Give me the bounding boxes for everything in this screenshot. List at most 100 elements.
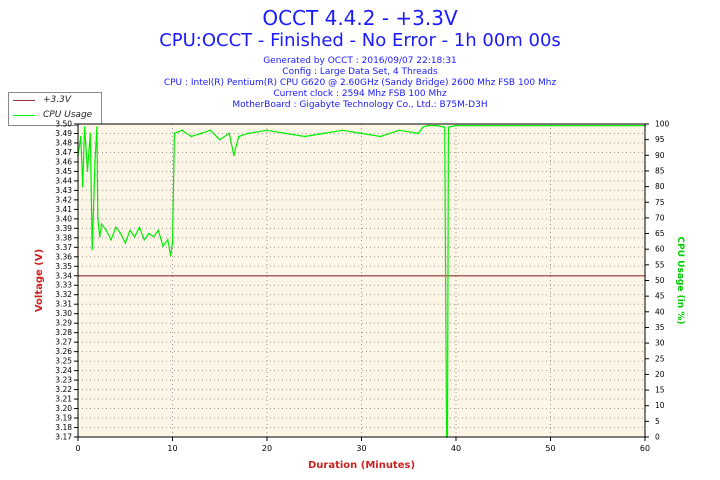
info-config: Config : Large Data Set, 4 Threads — [282, 67, 438, 77]
y-right-tick-label: 5 — [655, 417, 660, 426]
y-tick-label: 3.28 — [55, 328, 72, 337]
legend-label-voltage: +3.3V — [43, 95, 72, 105]
data-point — [596, 124, 599, 127]
data-point — [247, 132, 249, 135]
y-right-axis-label: CPU Usage (in %) — [675, 237, 685, 325]
data-point — [341, 129, 344, 132]
chart-title: OCCT 4.4.2 - +3.3V — [262, 6, 458, 30]
data-point — [455, 124, 457, 127]
x-tick-label: 20 — [262, 444, 272, 453]
y-tick-label: 3.48 — [55, 138, 72, 147]
y-tick-label: 3.19 — [55, 414, 72, 423]
data-point — [266, 129, 268, 132]
data-point — [568, 124, 571, 127]
legend-item-cpu: CPU Usage — [9, 108, 101, 123]
legend-swatch-cpu — [13, 115, 35, 116]
y-right-tick-label: 35 — [655, 323, 665, 332]
y-right-tick-label: 70 — [655, 213, 665, 222]
data-point — [474, 124, 476, 127]
data-point — [444, 279, 447, 282]
y-tick-label: 3.50 — [55, 120, 72, 129]
data-point — [124, 242, 127, 244]
data-point — [209, 129, 212, 132]
data-point — [97, 217, 99, 219]
data-point — [143, 239, 145, 241]
plot-frame — [77, 123, 646, 438]
y-tick-label: 3.18 — [55, 423, 72, 432]
y-tick-label: 3.31 — [55, 300, 72, 309]
y-right-tick-label: 45 — [655, 292, 665, 301]
legend-swatch-voltage — [13, 100, 35, 101]
x-tick-label: 0 — [75, 444, 80, 453]
data-point — [417, 132, 420, 135]
y-tick-label: 3.46 — [55, 157, 72, 166]
y-tick-label: 3.40 — [55, 214, 72, 223]
y-tick-label: 3.42 — [55, 195, 72, 204]
y-tick-label: 3.34 — [55, 271, 72, 280]
data-point — [157, 229, 160, 232]
y-tick-label: 3.21 — [55, 395, 72, 404]
y-right-tick-label: 50 — [655, 276, 665, 285]
info-generated: Generated by OCCT : 2016/09/07 22:18:31 — [263, 56, 457, 66]
y-tick-label: 3.45 — [55, 167, 72, 176]
data-point — [502, 124, 505, 127]
data-point — [91, 248, 93, 250]
data-point — [625, 124, 627, 127]
y-tick-label: 3.33 — [55, 281, 72, 290]
data-point — [110, 239, 112, 241]
data-point — [129, 229, 131, 232]
legend-label-cpu: CPU Usage — [43, 110, 93, 120]
data-point — [119, 232, 122, 235]
y-tick-label: 3.17 — [55, 433, 72, 442]
data-point — [96, 126, 98, 128]
y-right-tick-label: 25 — [655, 354, 665, 363]
legend-item-voltage: +3.3V — [9, 93, 101, 108]
y-axis-label: Voltage (V) — [34, 249, 45, 312]
data-point — [133, 235, 136, 238]
y-right-tick-label: 60 — [655, 245, 665, 254]
data-point — [162, 245, 164, 247]
data-point — [89, 132, 92, 135]
chart-legend: +3.3V CPU Usage — [8, 92, 102, 126]
data-point — [100, 223, 103, 225]
y-tick-label: 3.44 — [55, 176, 72, 185]
y-tick-label: 3.30 — [55, 309, 72, 318]
y-tick-label: 3.37 — [55, 243, 72, 252]
data-point — [379, 135, 382, 138]
y-tick-label: 3.38 — [55, 233, 72, 242]
data-point — [549, 124, 552, 127]
data-point — [200, 132, 202, 135]
data-point — [218, 138, 221, 141]
x-tick-label: 60 — [640, 444, 650, 453]
data-point — [190, 135, 193, 138]
x-tick-label: 30 — [356, 444, 366, 453]
y-right-tick-label: 75 — [655, 198, 665, 207]
y-right-tick-label: 0 — [655, 433, 660, 442]
data-point — [228, 132, 230, 135]
y-tick-label: 3.25 — [55, 357, 72, 366]
data-point — [138, 226, 141, 229]
data-point — [304, 135, 306, 138]
y-right-tick-label: 95 — [655, 135, 665, 144]
y-tick-label: 3.20 — [55, 404, 72, 413]
data-point — [166, 239, 169, 241]
data-point — [171, 242, 174, 244]
y-right-tick-label: 65 — [655, 229, 665, 238]
data-point — [80, 135, 82, 138]
data-point — [94, 160, 96, 163]
y-tick-label: 3.26 — [55, 347, 72, 356]
y-right-tick-label: 40 — [655, 307, 665, 316]
y-tick-label: 3.39 — [55, 224, 72, 233]
info-motherboard: MotherBoard : Gigabyte Technology Co., L… — [232, 100, 488, 110]
data-point — [98, 235, 101, 238]
x-tick-label: 10 — [167, 444, 177, 453]
data-point — [152, 235, 155, 238]
data-point — [360, 132, 363, 135]
data-point — [105, 229, 108, 232]
data-point — [148, 232, 150, 235]
data-point — [83, 126, 86, 128]
y-tick-label: 3.24 — [55, 366, 72, 375]
data-point — [443, 126, 446, 128]
y-tick-label: 3.36 — [55, 252, 72, 261]
